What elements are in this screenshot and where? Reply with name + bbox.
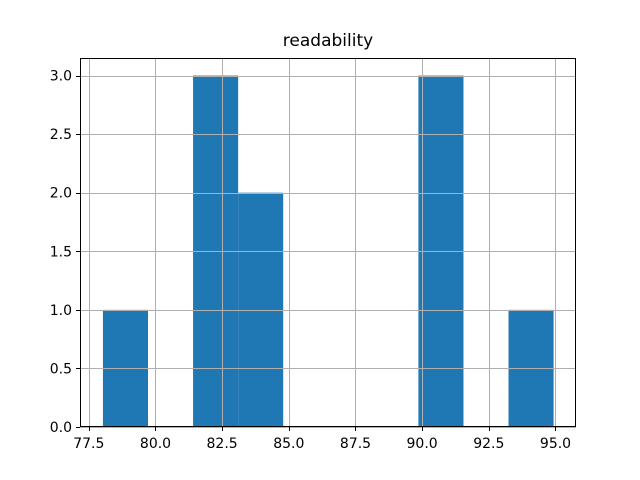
y-tick-label: 0.0 — [50, 420, 72, 436]
x-tick-label: 85.0 — [273, 436, 304, 452]
x-tick-label: 95.0 — [540, 436, 571, 452]
y-tick-label: 1.5 — [50, 244, 72, 260]
chart-title: readability — [282, 31, 374, 51]
y-tick-label: 2.5 — [50, 127, 72, 143]
axes-spines — [80, 58, 576, 427]
x-tick-label: 80.0 — [140, 436, 171, 452]
histogram-bar — [238, 192, 284, 427]
y-tick-label: 0.5 — [50, 361, 72, 377]
x-tick-label: 82.5 — [207, 436, 238, 452]
y-tick-label: 3.0 — [50, 69, 72, 85]
x-tick-label: 90.0 — [407, 436, 438, 452]
x-tick-label: 77.5 — [73, 436, 104, 452]
y-tick-label: 1.0 — [50, 303, 72, 319]
y-tick-label: 2.0 — [50, 186, 72, 202]
x-tick-label: 92.5 — [473, 436, 504, 452]
x-tick-label: 87.5 — [340, 436, 371, 452]
